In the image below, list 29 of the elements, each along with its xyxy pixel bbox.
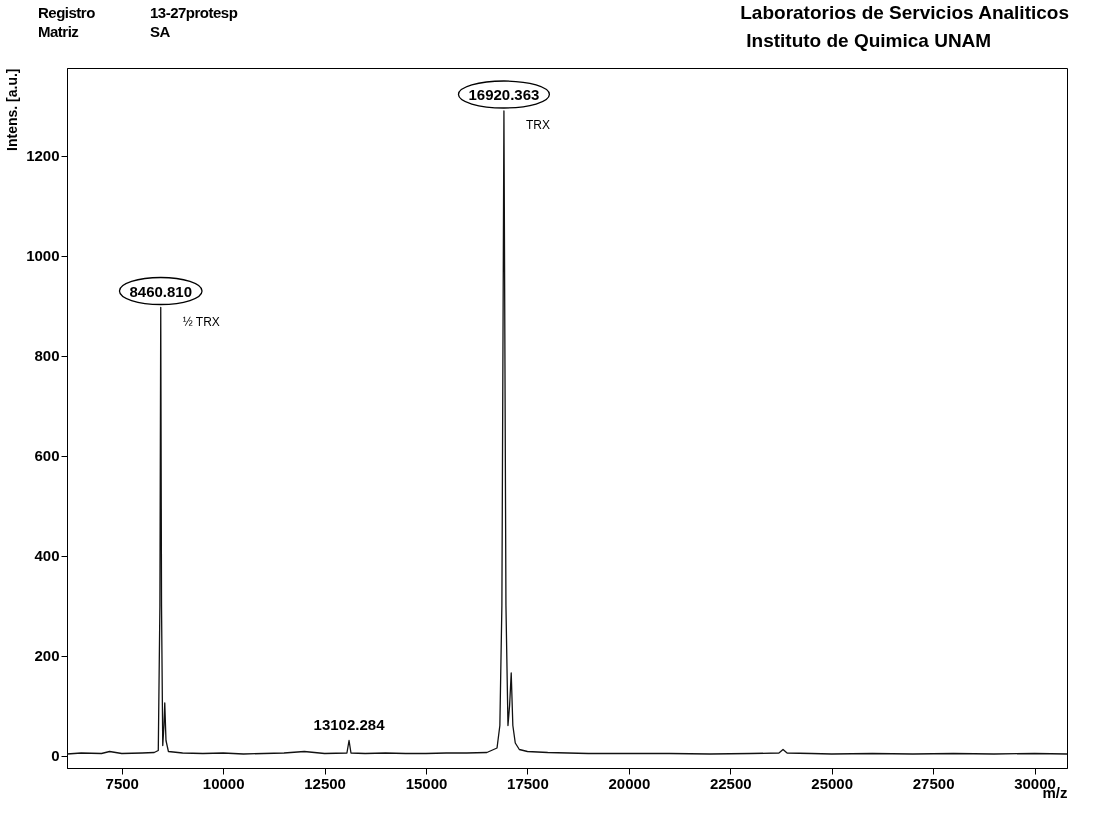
x-tick-label: 12500 [304, 774, 346, 792]
x-tick-label: 7500 [105, 774, 139, 792]
annotation: ½ TRX [182, 314, 220, 329]
y-tick-label: 400 [34, 547, 60, 564]
y-tick-label: 1000 [26, 247, 60, 264]
y-tick-label: 0 [51, 747, 60, 764]
x-tick-label: 22500 [709, 774, 752, 792]
annotation: TRX [525, 118, 550, 132]
x-tick-label: 10000 [202, 774, 245, 792]
text: 13-27protesp [150, 4, 238, 21]
annotation: 8460.810 [129, 282, 193, 300]
annotation: 13102.284 [313, 715, 386, 733]
x-tick-label: 25000 [811, 774, 854, 792]
chart-title: Laboratorios de Servicios Analiticos [740, 2, 1069, 24]
chart-subtitle: Instituto de Quimica UNAM [745, 30, 993, 52]
y-tick-label: 600 [34, 447, 60, 464]
line-series [67, 110, 1067, 755]
text: SA [150, 23, 171, 40]
x-tick-label: 17500 [507, 774, 549, 792]
y-tick-label: 1200 [26, 147, 60, 164]
y-axis-title: Intens. [a.u.] [4, 68, 21, 151]
text: Matriz [38, 23, 80, 40]
text: Registro [38, 4, 96, 21]
y-tick-label: 200 [34, 647, 60, 664]
annotation: 16920.363 [468, 86, 540, 103]
x-tick-label: 20000 [608, 774, 651, 792]
x-tick-label: 27500 [912, 774, 955, 792]
y-tick-label: 800 [34, 347, 60, 364]
x-tick-label: 15000 [405, 774, 448, 792]
